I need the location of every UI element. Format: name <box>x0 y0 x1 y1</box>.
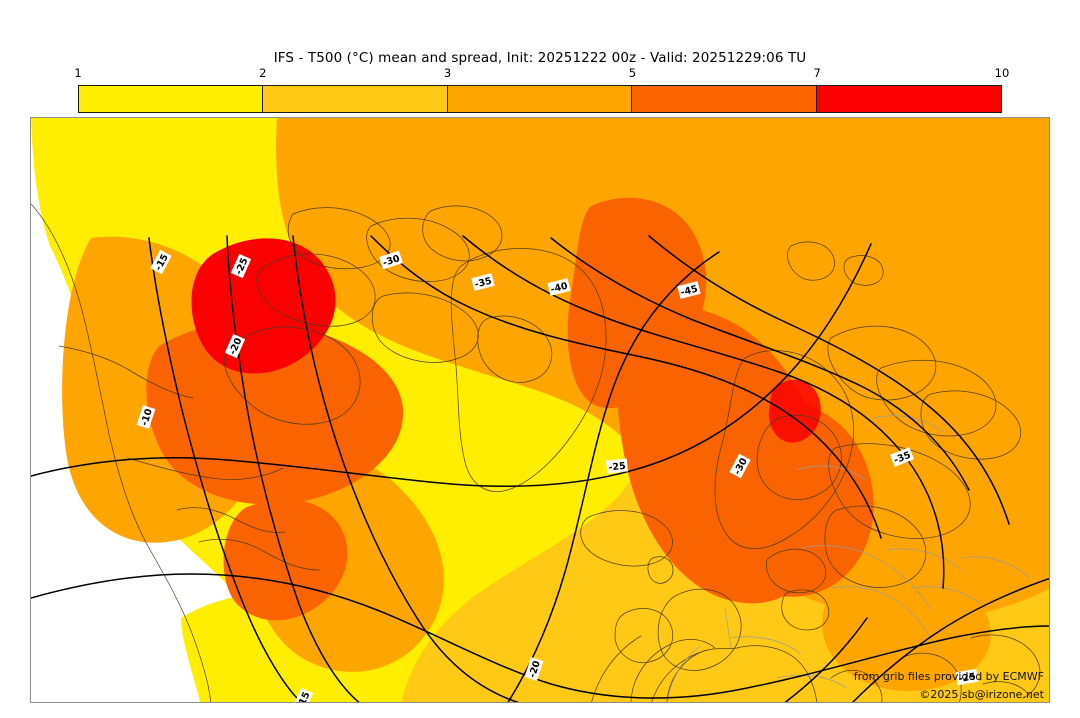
colorbar-tick-1: 1 <box>74 66 82 80</box>
isotherm-label: -10 <box>136 405 156 429</box>
isotherm-contours <box>31 235 1049 702</box>
svg-text:-45: -45 <box>680 284 699 299</box>
colorbar-tick-7: 7 <box>813 66 821 80</box>
svg-text:-25: -25 <box>958 671 977 685</box>
page-title: IFS - T500 (°C) mean and spread, Init: 2… <box>273 50 807 66</box>
colorbar-segment-3-5 <box>447 86 633 112</box>
coastlines <box>31 203 1041 702</box>
svg-text:-30: -30 <box>381 253 401 269</box>
colorbar-segments <box>78 85 1002 113</box>
svg-text:-10: -10 <box>139 407 155 427</box>
svg-text:-20: -20 <box>527 659 543 679</box>
isotherm-label: -45 <box>677 281 701 299</box>
map-panel[interactable]: -15 -25 -30 -35 -40 -45 -20 -10 -25 -30 -35 -15 -20-… <box>30 117 1050 703</box>
colorbar-tick-3: 3 <box>443 66 452 80</box>
colorbar-tick-5: 5 <box>628 66 637 80</box>
colorbar-segment-1-2 <box>79 86 264 112</box>
svg-text:-15: -15 <box>295 690 312 703</box>
colorbar-segment-7-10 <box>816 86 1001 112</box>
copyright-credit: ©2025 sb@irizone.net <box>919 688 1044 701</box>
spread-band-7-10 <box>191 238 336 374</box>
svg-text:-25: -25 <box>608 461 626 474</box>
isotherm-label: -15 <box>292 687 314 703</box>
data-source-credit: from grib files provided by ECMWF <box>853 670 1044 683</box>
colorbar: 1 2 3 5 7 10 <box>74 66 1009 113</box>
isotherm-label: -25 <box>955 668 979 686</box>
isotherm-label: -25 <box>605 458 629 474</box>
isotherm-label: -35 <box>471 273 495 291</box>
colorbar-segment-2-3 <box>263 86 448 112</box>
colorbar-tick-2: 2 <box>259 66 267 80</box>
colorbar-segment-5-7 <box>632 86 817 112</box>
isotherm-label: -20 <box>524 657 544 681</box>
svg-text:-40: -40 <box>550 281 570 296</box>
isotherm-label: -40 <box>547 278 571 296</box>
country-borders <box>667 415 1030 702</box>
svg-text:-35: -35 <box>474 276 493 291</box>
colorbar-tick-10: 10 <box>994 66 1010 80</box>
isotherm-label: -30 <box>379 250 403 270</box>
